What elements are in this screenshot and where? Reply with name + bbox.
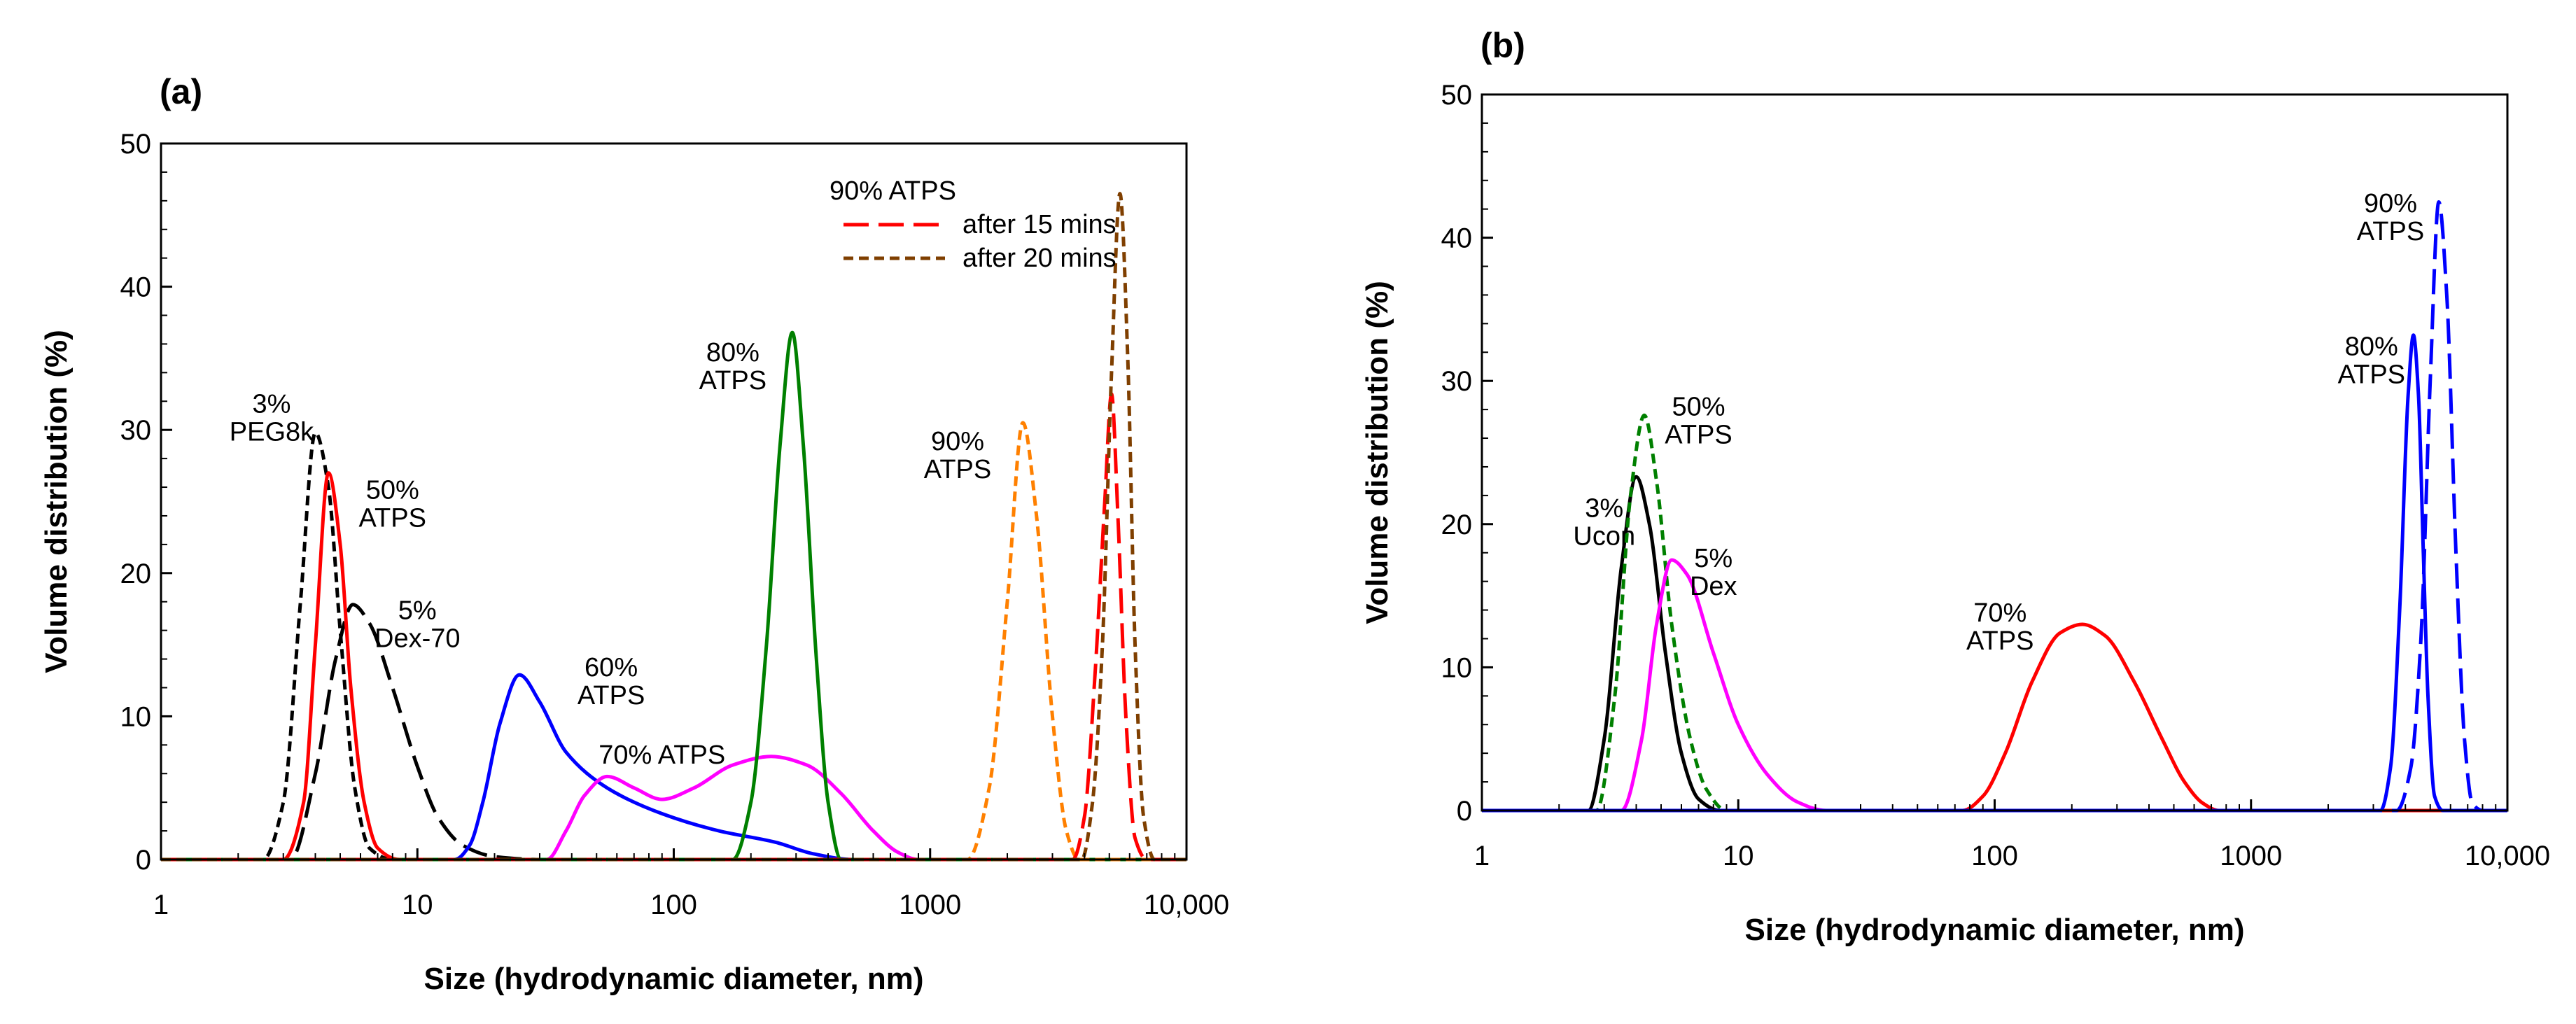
chart-b-annotation: 3% Ucon <box>1573 494 1635 552</box>
chart-b-y-axis-title: Volume distribution (%) <box>1360 281 1394 624</box>
chart-b-annotations: 50% ATPS 3% Ucon 5% Dex 70% ATPS 80% ATPS 90% ATPS <box>1573 189 2424 656</box>
chart-a-x-tick-label: 10,000 <box>1144 890 1229 920</box>
chart-a-x-tick-label: 100 <box>650 890 697 920</box>
chart-a-series-line-7: 90% ATPS after 15 mins <box>160 392 1186 862</box>
chart-a-series-line-2: 50% ATPS <box>160 471 1186 862</box>
chart-a-annotation: 5% Dex-70 <box>374 596 461 653</box>
chart-a-legend-entry: after 15 mins <box>962 210 1116 239</box>
chart-a-y-tick-label: 30 <box>120 415 152 446</box>
chart-a-legend-title: 90% ATPS <box>830 176 956 206</box>
chart-a-y-axis-title: Volume distribution (%) <box>39 330 74 673</box>
chart-a-annotation: 70% ATPS <box>598 741 725 770</box>
chart-a-x-axis-title: Size (hydrodynamic diameter, nm) <box>424 962 924 996</box>
chart-b-annotation: 5% Dex <box>1690 544 1737 601</box>
chart-b-y-axis: 0 10 20 30 40 50 <box>1441 80 1493 827</box>
chart-b-y-tick-label: 0 <box>1457 796 1472 827</box>
chart-b-x-tick-label: 100 <box>1971 841 2018 871</box>
chart-a-x-tick-label: 1 <box>153 890 169 920</box>
chart-a-y-tick-label: 20 <box>120 559 152 589</box>
chart-b-x-tick-label: 10,000 <box>2465 841 2550 871</box>
chart-b-y-tick-label: 50 <box>1441 80 1473 111</box>
chart-b-annotation: 80% ATPS <box>2338 332 2405 389</box>
chart-a-y-axis: 0 10 20 30 40 50 <box>120 129 172 876</box>
chart-a-y-tick-label: 40 <box>120 272 152 303</box>
chart-a-annotation: 3% PEG8k <box>230 390 314 447</box>
chart-b-y-tick-label: 10 <box>1441 652 1473 683</box>
chart-b-x-tick-label: 1000 <box>2220 841 2282 871</box>
chart-a-y-tick-label: 50 <box>120 129 152 160</box>
chart-b-annotation: 50% ATPS <box>1665 392 1732 449</box>
chart-a-x-axis: 1 10 100 1000 10,000 <box>153 848 1229 920</box>
chart-a-series-line-4: 70% ATPS <box>160 755 1186 862</box>
chart-a-y-tick-label: 0 <box>136 845 151 876</box>
chart-a-annotation: 50% ATPS <box>359 475 426 533</box>
chart-b-series-line-5: 90% ATPS <box>1482 199 2507 813</box>
chart-b-x-tick-label: 1 <box>1474 841 1490 871</box>
chart-b-y-tick-label: 20 <box>1441 510 1473 540</box>
chart-a-panel-label: (a) <box>160 72 202 111</box>
chart-b-series-line-4: 80% ATPS <box>1482 333 2507 813</box>
chart-a-x-tick-label: 10 <box>402 890 433 920</box>
chart-b-plot-frame <box>1480 93 2509 812</box>
chart-b-y-tick-label: 40 <box>1441 223 1473 254</box>
chart-b-annotation: 90% ATPS <box>2357 189 2424 246</box>
chart-a-y-tick-label: 10 <box>120 701 152 732</box>
chart-a-annotation: 60% ATPS <box>578 653 645 710</box>
chart-b-panel-label: (b) <box>1480 26 1525 65</box>
chart-a-annotation: 80% ATPS <box>699 338 766 395</box>
chart-a-annotation: 90% ATPS <box>924 427 991 484</box>
chart-b-x-axis-title: Size (hydrodynamic diameter, nm) <box>1745 913 2245 947</box>
chart-a-annotations: 3% PEG8k 50% ATPS 5% Dex-70 60% ATPS 70% ATPS 80%… <box>230 338 991 770</box>
chart-b-x-axis: 1 10 100 1000 10,000 <box>1474 799 2550 871</box>
chart-a-legend-entry: after 20 mins <box>962 244 1116 273</box>
chart-b-x-tick-label: 10 <box>1723 841 1754 871</box>
chart-a-x-tick-label: 1000 <box>899 890 961 920</box>
chart-a-series-line-3: 60% ATPS <box>160 673 1186 862</box>
chart-b-annotation: 70% ATPS <box>1966 598 2033 656</box>
chart-b-y-tick-label: 30 <box>1441 366 1473 397</box>
